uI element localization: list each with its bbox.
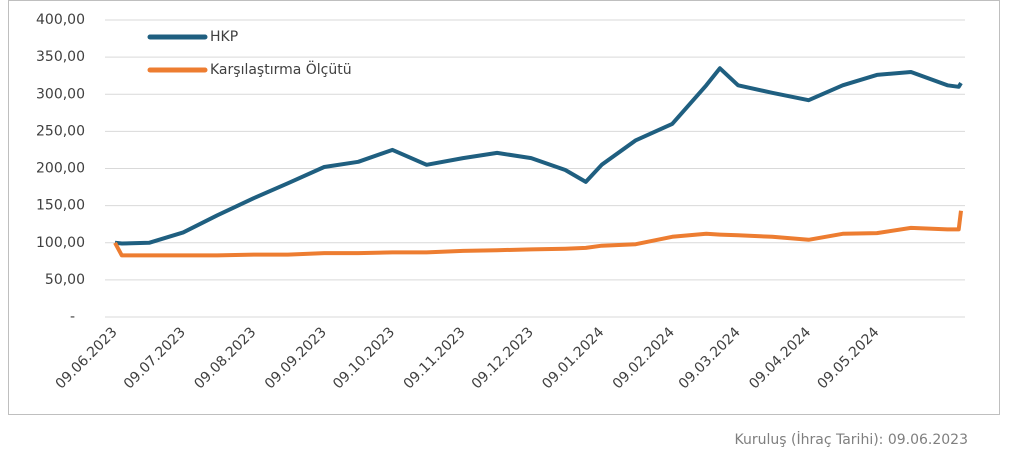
footnote: Kuruluş (İhraç Tarihi): 09.06.2023 (735, 430, 968, 448)
series-line (114, 66, 963, 246)
series-line (113, 210, 963, 258)
y-tick-label: 50,00 (45, 272, 85, 288)
legend-label: HKP (210, 29, 238, 45)
y-tick-label: 200,00 (36, 161, 85, 177)
y-tick-label: 400,00 (36, 12, 85, 28)
y-tick-label: 100,00 (36, 235, 85, 251)
y-tick-label: 300,00 (36, 86, 85, 102)
y-tick-label: - (70, 309, 75, 325)
y-tick-label: 350,00 (36, 49, 85, 65)
legend-label: Karşılaştırma Ölçütü (210, 60, 352, 78)
y-tick-label: 150,00 (36, 198, 85, 214)
y-tick-label: 250,00 (36, 123, 85, 139)
